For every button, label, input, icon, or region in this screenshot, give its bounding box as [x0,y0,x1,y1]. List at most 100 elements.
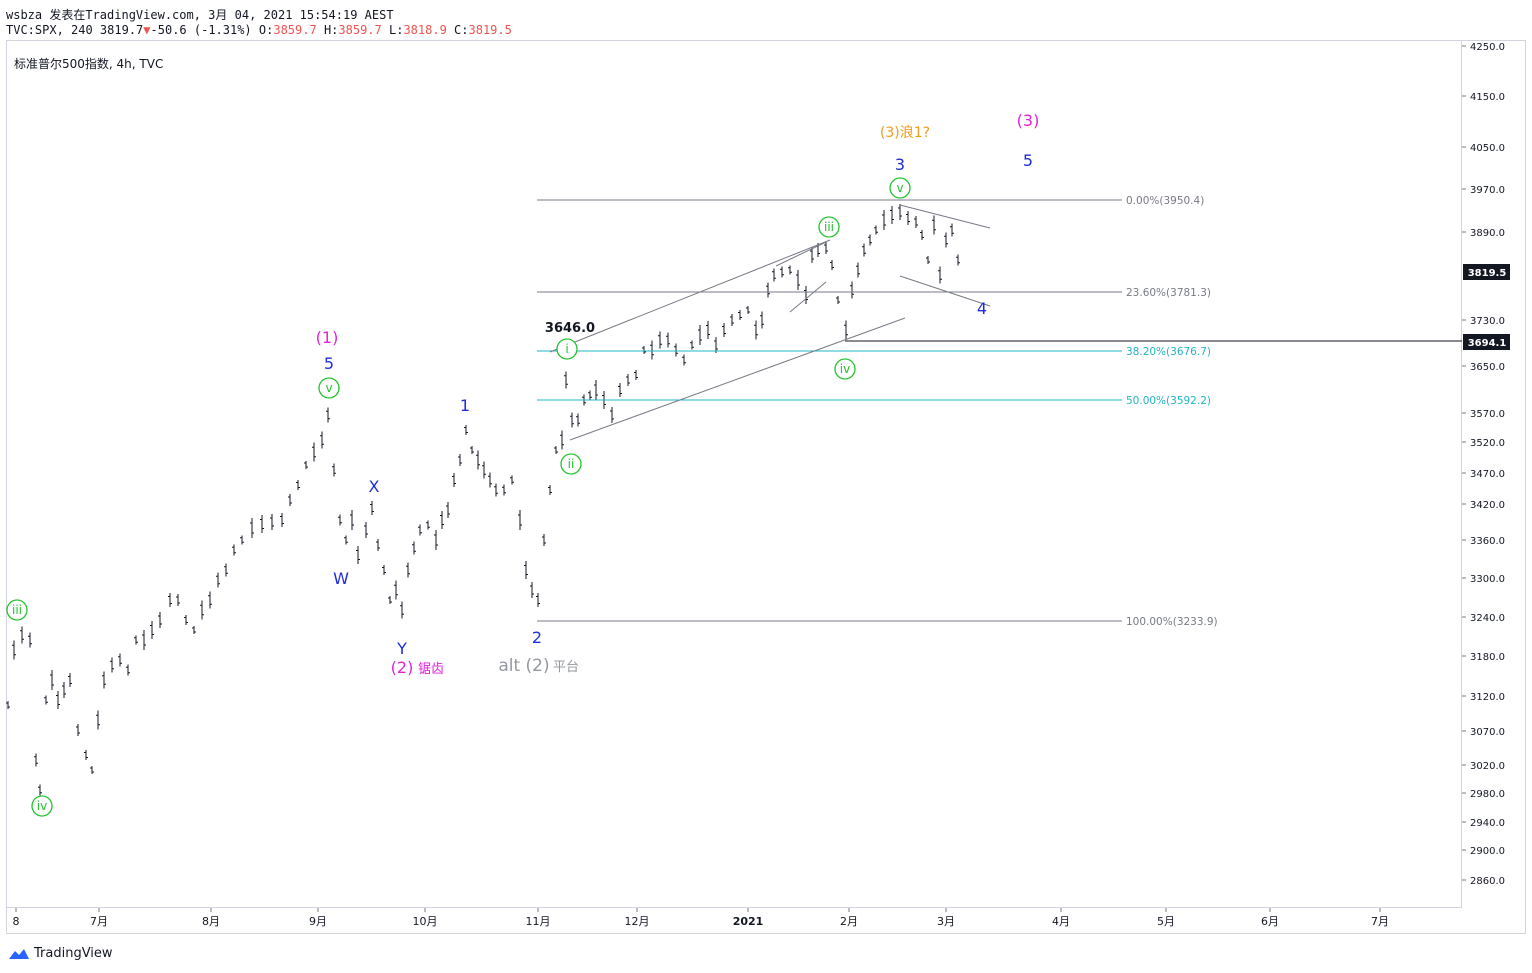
x-tick-label: 2021 [733,915,764,928]
wave-i-circle [556,338,578,360]
chart-drawings: 0.00%(3950.4) 23.60%(3781.3) 38.20%(3676.7… [537,195,1462,628]
ohlc-legend: TVC:SPX, 240 3819.7▼-50.6 (-1.31%) O:385… [6,23,512,37]
x-tick-label: 5月 [1157,915,1175,928]
wave-v-top1: v [325,381,332,395]
low-label: L: [389,23,404,37]
y-tick-label: 3570.0 [1470,409,1505,420]
fib-level-label: 50.00%(3592.2) [1126,395,1211,407]
fib-level-label: 38.20%(3676.7) [1126,346,1211,358]
wave-ii-circle [560,453,582,475]
wave-primary-1: (1) [316,328,339,347]
y-tick-label: 2980.0 [1470,789,1505,800]
wave-primary-3: (3) [1017,111,1040,130]
time-axis[interactable] [6,908,1526,934]
wave-iii-left: iii [12,603,22,617]
current-price-tag: 3819.5 [1468,268,1507,279]
wave-x: X [369,477,380,496]
wave-2: 2 [532,628,542,647]
y-tick-label: 3070.0 [1470,727,1505,738]
level-price-tag-bg [1463,334,1510,350]
x-tick-label: 7月 [90,915,108,928]
wave-ii: ii [568,457,575,471]
symbol-price: TVC:SPX, 240 3819.7 [6,23,144,37]
symbol-title: 标准普尔500指数, 4h, TVC [14,57,164,71]
wave-1: 1 [460,396,470,415]
wave-iii-circle [818,216,840,238]
wave-iii-left-circle [6,599,28,621]
y-tick-label: 2940.0 [1470,818,1505,829]
y-tick-labels: 4250.0 4150.0 4050.0 3970.0 3890.0 3730.0 3650… [1462,42,1510,887]
wave-iii: iii [824,220,834,234]
high-value: 3859.7 [338,23,382,37]
y-tick-label: 3120.0 [1470,692,1505,703]
x-tick-label: 8月 [202,915,220,928]
x-tick-label: 3月 [937,915,955,928]
open-label: O: [258,23,274,37]
y-tick-label: 3470.0 [1470,469,1505,480]
wave-3: 3 [895,155,905,174]
x-tick-label: 10月 [413,915,438,928]
fib-level-label: 100.00%(3233.9) [1126,616,1218,628]
y-tick-label: 3730.0 [1470,316,1505,327]
trend-channel-line[interactable] [899,275,991,307]
y-tick-label: 3970.0 [1470,185,1505,196]
x-tick-label: 6月 [1261,915,1279,928]
y-tick-label: 3890.0 [1470,228,1505,239]
high-label: H: [323,23,339,37]
y-tick-label: 2900.0 [1470,846,1505,857]
x-tick-label: 7月 [1371,915,1389,928]
current-price-tag-bg [1463,264,1510,280]
down-arrow-icon: ▼ [143,23,151,37]
wave-5-target: 5 [1023,151,1033,170]
y-tick-label: 3650.0 [1470,362,1505,373]
wave-iv-left-circle [31,795,53,817]
open-value: 3859.7 [273,23,317,37]
wave-v-top1-circle [318,377,340,399]
x-tick-label: 9月 [309,915,327,928]
wave-primary-2-note: 锯齿 [418,662,444,677]
close-label: C: [454,23,469,37]
low-value: 3818.9 [403,23,447,37]
wave-primary-2: (2) [391,658,414,677]
x-tick-label: 8 [13,915,20,928]
wave-3-wave1-question: (3)浪1? [880,125,930,141]
price-bars [6,204,960,796]
tradingview-logo-icon [9,948,29,959]
fib-level-label: 23.60%(3781.3) [1126,287,1211,299]
y-tick-label: 3300.0 [1470,574,1505,585]
y-tick-label: 3360.0 [1470,536,1505,547]
trend-channel-line[interactable] [775,241,827,267]
x-tick-label: 11月 [526,915,551,928]
fib-level-label: 0.00%(3950.4) [1126,195,1204,207]
close-value: 3819.5 [468,23,512,37]
alt-wave-2-note: 平台 [553,660,579,675]
trend-channel-line[interactable] [899,204,991,229]
wave-y: Y [396,639,407,658]
price-change: -50.6 (-1.31%) [150,23,252,37]
wave-i: i [565,342,568,356]
chart-pane[interactable] [6,40,1462,908]
x-tick-label: 2月 [840,915,858,928]
wave-iv-circle [834,358,856,380]
wave-iv: iv [840,362,850,376]
y-tick-label: 3180.0 [1470,652,1505,663]
brand-logo[interactable]: TradingView [8,946,113,961]
level-price-tag: 3694.1 [1468,338,1507,349]
y-tick-label: 4150.0 [1470,92,1505,103]
high-price-label: 3646.0 [545,321,595,336]
trend-channel-line[interactable] [549,239,831,353]
y-tick-label: 3520.0 [1470,438,1505,449]
brand-name: TradingView [34,946,113,961]
wave-5-first: 5 [324,354,334,373]
x-tick-labels: 8 7月 8月 9月 10月 11月 12月 2021 2月 3月 4月 5月 6月 7月 [13,908,1389,928]
trend-channel-line[interactable] [569,317,906,441]
x-tick-label: 12月 [625,915,650,928]
publish-header: wsbza 发表在TradingView.com, 3月 04, 2021 15… [6,8,394,22]
trend-channel-line[interactable] [789,281,827,313]
x-tick-label: 4月 [1052,915,1070,928]
price-axis[interactable] [1462,40,1526,908]
wave-v: v [896,181,903,195]
wave-iv-left: iv [37,799,47,813]
